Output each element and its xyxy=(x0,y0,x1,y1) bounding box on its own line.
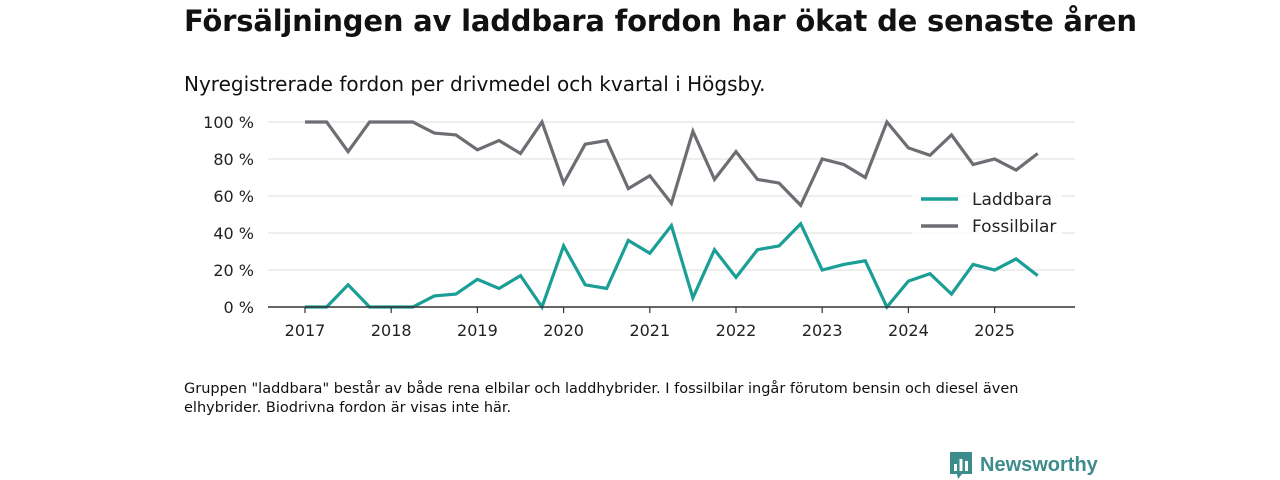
x-tick-label: 2022 xyxy=(716,321,757,340)
legend: Laddbara Fossilbilar xyxy=(912,184,1062,240)
x-tick-label: 2017 xyxy=(285,321,326,340)
x-tick-label: 2025 xyxy=(974,321,1015,340)
y-tick-label: 40 % xyxy=(213,224,254,243)
x-tick-label: 2019 xyxy=(457,321,498,340)
y-tick-label: 80 % xyxy=(213,150,254,169)
x-tick-label: 2018 xyxy=(371,321,412,340)
x-tick-label: 2021 xyxy=(629,321,670,340)
series-line-laddbara xyxy=(305,221,1039,311)
brand[interactable]: Newsworthy xyxy=(948,450,1098,480)
x-tick-label: 2024 xyxy=(888,321,929,340)
legend-label: Laddbara xyxy=(972,190,1052,210)
y-tick-label: 100 % xyxy=(203,113,254,132)
y-tick-label: 0 % xyxy=(224,298,254,317)
y-tick-label: 60 % xyxy=(213,187,254,206)
axes: 0 % 20 % 40 % 60 % 80 % 100 % 2017 2018 2019 2020… xyxy=(203,113,1075,340)
brand-name: Newsworthy xyxy=(980,453,1098,476)
legend-label: Fossilbilar xyxy=(972,217,1056,237)
footnote: Gruppen "laddbara" består av både rena e… xyxy=(184,381,1019,416)
series-line-fossilbilar xyxy=(305,118,1039,209)
x-tick-label: 2020 xyxy=(543,321,584,340)
line-chart: 0 % 20 % 40 % 60 % 80 % 100 % 2017 2018 2019 2020… xyxy=(203,113,1075,340)
series-lines xyxy=(305,118,1039,311)
legend-background xyxy=(912,184,1062,240)
y-tick-label: 20 % xyxy=(213,261,254,280)
chart-title: Försäljningen av laddbara fordon har öka… xyxy=(184,4,1137,38)
chart-subtitle: Nyregistrerade fordon per drivmedel och … xyxy=(184,72,766,96)
newsworthy-logo-icon xyxy=(950,452,972,479)
x-tick-label: 2023 xyxy=(802,321,843,340)
